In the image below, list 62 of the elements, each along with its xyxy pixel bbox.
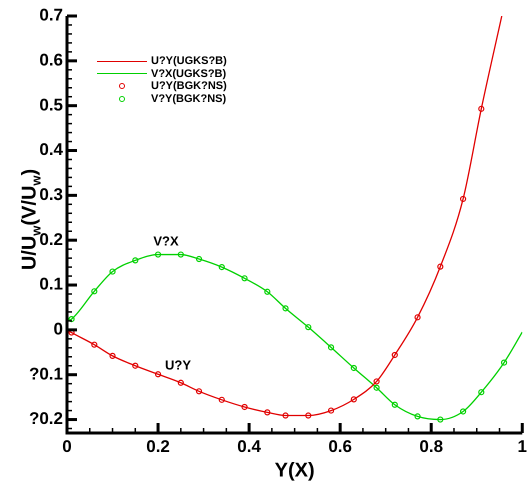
point [500, 360, 508, 366]
point [373, 384, 380, 391]
point [282, 412, 289, 419]
point [91, 288, 98, 294]
legend-label: U?Y(BGK?NS) [151, 80, 227, 92]
point [437, 416, 444, 423]
y-tick-label: ?0.2 [28, 409, 63, 428]
point [392, 402, 398, 408]
point [478, 106, 484, 112]
point [196, 256, 202, 262]
point [414, 413, 421, 420]
point [241, 275, 248, 282]
point [218, 264, 225, 270]
point [132, 362, 138, 369]
point [478, 389, 484, 396]
point [373, 378, 380, 385]
x-tick-label: 0.6 [328, 436, 352, 456]
x-tick-label: 1 [518, 436, 528, 456]
y-tick-label: 0.4 [39, 140, 64, 160]
point [132, 257, 138, 264]
y-tick-label: 0.3 [39, 185, 63, 204]
point [437, 264, 444, 270]
point [305, 412, 312, 419]
x-tick-label: 0.4 [237, 436, 262, 456]
point [178, 251, 184, 258]
point [328, 344, 334, 350]
point [460, 196, 466, 202]
y-tick-label: 0.1 [39, 274, 63, 294]
point [196, 388, 202, 394]
point [264, 409, 270, 416]
point [241, 404, 248, 410]
point [350, 396, 357, 402]
y-tick-label: ?0.1 [28, 364, 63, 384]
point [328, 407, 334, 414]
annotation: V?X [153, 234, 179, 249]
point [264, 288, 270, 295]
legend-label: V?Y(BGK?NS) [151, 92, 226, 105]
y-tick-label: 0.2 [39, 230, 63, 249]
point [305, 324, 312, 330]
x-tick-label: 0.2 [146, 436, 170, 456]
point [392, 352, 398, 358]
point [154, 251, 162, 258]
point [154, 371, 162, 378]
point [350, 364, 357, 372]
annotation: U?Y [165, 358, 192, 373]
y-tick-label: 0 [54, 320, 63, 339]
point [414, 314, 421, 320]
y-tick-label: 0.7 [39, 6, 63, 25]
point [178, 380, 184, 386]
point [109, 268, 116, 275]
point [109, 352, 116, 359]
x-tick-label: 0.8 [419, 436, 444, 456]
point [91, 342, 98, 348]
point [68, 316, 75, 322]
legend-label: V?X(UGKS?B) [151, 68, 226, 80]
point [218, 396, 225, 403]
legend-label: U?Y(UGKS?B) [151, 55, 227, 68]
point [460, 408, 466, 415]
y-tick-label: 0.6 [39, 50, 63, 70]
point [282, 305, 289, 312]
x-axis-title: Y(X) [274, 460, 315, 482]
y-tick-label: 0.5 [39, 95, 63, 114]
